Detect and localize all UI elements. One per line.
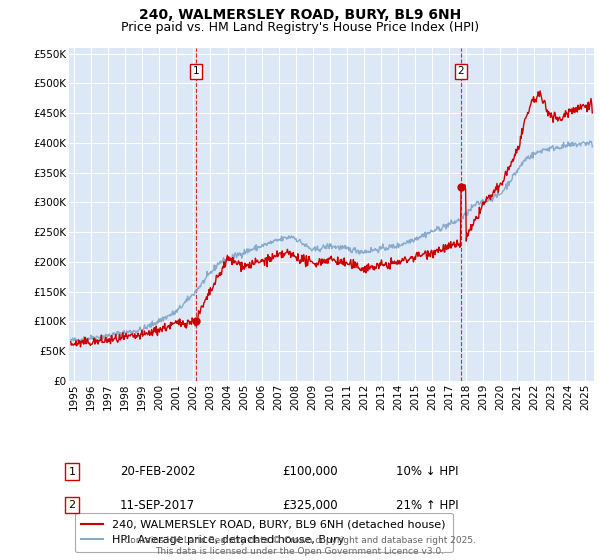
Text: 10% ↓ HPI: 10% ↓ HPI (396, 465, 458, 478)
Text: £325,000: £325,000 (282, 498, 338, 512)
Text: 2: 2 (458, 67, 464, 76)
Text: 240, WALMERSLEY ROAD, BURY, BL9 6NH: 240, WALMERSLEY ROAD, BURY, BL9 6NH (139, 8, 461, 22)
Text: 20-FEB-2002: 20-FEB-2002 (120, 465, 196, 478)
Text: 2: 2 (68, 500, 76, 510)
Text: 11-SEP-2017: 11-SEP-2017 (120, 498, 195, 512)
Text: Price paid vs. HM Land Registry's House Price Index (HPI): Price paid vs. HM Land Registry's House … (121, 21, 479, 34)
Legend: 240, WALMERSLEY ROAD, BURY, BL9 6NH (detached house), HPI: Average price, detach: 240, WALMERSLEY ROAD, BURY, BL9 6NH (det… (74, 513, 452, 552)
Text: 21% ↑ HPI: 21% ↑ HPI (396, 498, 458, 512)
Text: £100,000: £100,000 (282, 465, 338, 478)
Text: 1: 1 (193, 67, 199, 76)
Text: Contains HM Land Registry data © Crown copyright and database right 2025.
This d: Contains HM Land Registry data © Crown c… (124, 536, 476, 556)
Text: 1: 1 (68, 466, 76, 477)
